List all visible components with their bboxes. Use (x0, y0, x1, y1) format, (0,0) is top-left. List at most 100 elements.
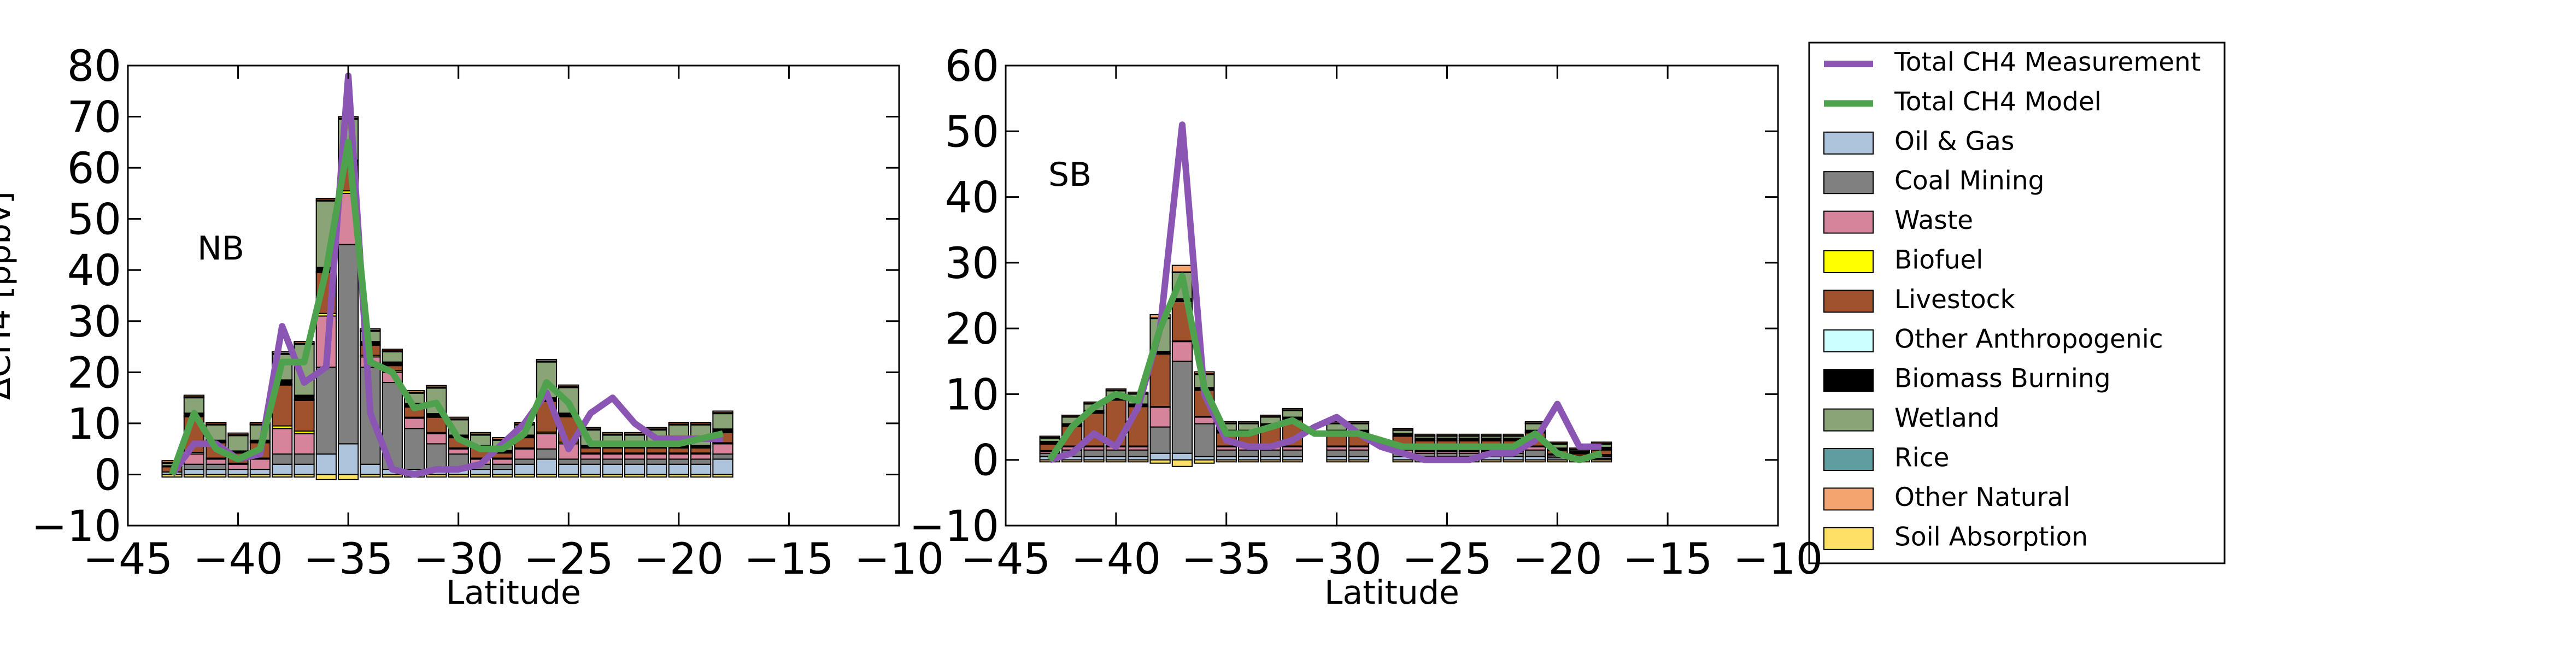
bar-segment (602, 463, 624, 475)
line (168, 139, 724, 476)
legend-swatch (1823, 408, 1874, 432)
bar-segment (624, 447, 646, 454)
y-tick-label: 40 (945, 174, 999, 223)
line (1047, 272, 1603, 463)
bar-segment (338, 443, 359, 475)
bar-segment (536, 458, 558, 475)
bar-segment (272, 463, 293, 475)
bar-segment (206, 463, 227, 470)
bar-segment (1171, 341, 1193, 362)
bar-segment (536, 358, 558, 362)
bar-segment (1061, 414, 1083, 417)
bar-segment (1481, 433, 1502, 437)
bar-segment (624, 458, 646, 465)
bar-segment (183, 394, 205, 398)
y-tick-label: 50 (945, 108, 999, 157)
bar-segment (580, 458, 601, 465)
bar-segment (1503, 433, 1524, 437)
y-tick-label: 0 (94, 451, 121, 500)
bar-segment (1194, 459, 1215, 464)
legend-swatch (1823, 131, 1874, 155)
bar-segment (448, 474, 469, 478)
y-tick-label: 70 (67, 93, 121, 143)
bar-segment (1503, 459, 1524, 463)
bar-segment (315, 474, 337, 480)
bar-segment (580, 453, 601, 460)
bar-segment (1171, 452, 1193, 461)
bar-segment (1237, 421, 1259, 424)
bar-segment (558, 463, 579, 475)
plot-area (1039, 121, 1612, 467)
legend-label: Total CH4 Model (1894, 87, 2102, 117)
bar-segment (1436, 433, 1458, 437)
bar-segment (1237, 449, 1259, 457)
bar-segment (1348, 459, 1370, 463)
legend-frame (1808, 42, 2226, 564)
x-tick-label: −45 (961, 535, 1051, 584)
bar-segment (206, 469, 227, 475)
panel: −45 −40 −35 −30 −25 −20 −15 −10 −10 0 10 20 30 40 50 60… (909, 42, 1823, 612)
bar-segment (315, 366, 337, 455)
bar-segment (690, 422, 712, 425)
bar-segment (1216, 449, 1237, 457)
x-tick-label: −10 (1733, 535, 1823, 584)
bar-segment (294, 463, 315, 475)
bar-segment (1171, 361, 1193, 454)
x-axis-label: Latitude (1324, 574, 1459, 612)
bar-segment (403, 428, 425, 470)
bar-segment (1128, 449, 1149, 457)
bar-segment (646, 474, 667, 478)
bar-segment (1326, 449, 1347, 457)
bar-segment (580, 463, 601, 475)
bar-segment (1282, 410, 1303, 418)
y-tick-label: 60 (945, 42, 999, 91)
y-tick-label: 50 (67, 196, 121, 245)
bar-segment (690, 458, 712, 465)
y-tick-label: 10 (945, 370, 999, 420)
bar-segment (382, 351, 403, 363)
legend-label: Oil & Gas (1894, 126, 2014, 156)
bar-segment (668, 463, 689, 475)
panel-annotation: NB (197, 229, 244, 268)
bar-segment (294, 453, 315, 465)
bar-segment (536, 433, 558, 450)
bar-segment (712, 458, 734, 475)
bar-segment (1171, 264, 1193, 273)
x-tick-label: −15 (1623, 535, 1713, 584)
x-tick-label: −10 (854, 535, 944, 584)
bar-segment (492, 474, 513, 478)
bar-segment (1414, 433, 1436, 437)
bar-segment (1282, 408, 1303, 411)
legend-label: Other Anthropogenic (1894, 324, 2163, 354)
bar-segment (1481, 459, 1502, 463)
bar-segment (712, 413, 734, 430)
panel-annotation: SB (1048, 156, 1092, 194)
bar-segment (426, 385, 447, 388)
y-tick-label: −10 (909, 502, 999, 551)
bar-segment (249, 474, 271, 478)
x-tick-label: −20 (634, 535, 724, 584)
bar-segment (668, 458, 689, 465)
legend-swatch (1823, 250, 1874, 273)
bar-segment (1105, 449, 1127, 457)
bar-segment (315, 198, 337, 201)
bar-segment (624, 453, 646, 460)
bar-segment (1083, 459, 1105, 463)
bar-segment (492, 463, 513, 470)
bar-segment (1194, 423, 1215, 457)
bar-segment (426, 443, 447, 470)
bar-segment (1392, 427, 1413, 431)
bar-segment (1392, 459, 1413, 463)
bar-segment (712, 474, 734, 478)
bar-segment (403, 417, 425, 429)
bar-segment (1348, 449, 1370, 457)
bar-segment (690, 447, 712, 454)
legend-label: Coal Mining (1894, 166, 2044, 196)
bar-segment (1105, 388, 1127, 391)
bar-segment (536, 448, 558, 460)
legend-label: Soil Absorption (1894, 522, 2088, 552)
bar-segment (514, 458, 535, 465)
bar-segment (315, 453, 337, 475)
x-tick-label: −35 (303, 535, 394, 584)
bar-segment (470, 432, 491, 435)
